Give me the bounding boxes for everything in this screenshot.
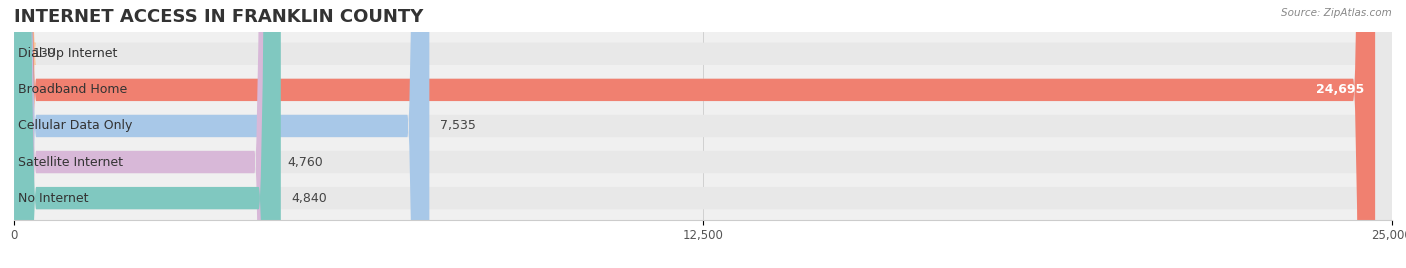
Text: Source: ZipAtlas.com: Source: ZipAtlas.com bbox=[1281, 8, 1392, 18]
Text: 4,840: 4,840 bbox=[292, 192, 328, 204]
FancyBboxPatch shape bbox=[14, 0, 1375, 268]
Text: No Internet: No Internet bbox=[18, 192, 89, 204]
FancyBboxPatch shape bbox=[14, 0, 1392, 268]
FancyBboxPatch shape bbox=[14, 0, 277, 268]
Text: 7,535: 7,535 bbox=[440, 120, 477, 132]
Text: Broadband Home: Broadband Home bbox=[18, 83, 128, 96]
Text: Dial-Up Internet: Dial-Up Internet bbox=[18, 47, 118, 60]
FancyBboxPatch shape bbox=[14, 0, 1392, 268]
Text: INTERNET ACCESS IN FRANKLIN COUNTY: INTERNET ACCESS IN FRANKLIN COUNTY bbox=[14, 8, 423, 26]
Text: 4,760: 4,760 bbox=[287, 155, 323, 169]
Text: Cellular Data Only: Cellular Data Only bbox=[18, 120, 132, 132]
FancyBboxPatch shape bbox=[14, 0, 281, 268]
Text: 139: 139 bbox=[32, 47, 56, 60]
FancyBboxPatch shape bbox=[14, 0, 1392, 268]
FancyBboxPatch shape bbox=[14, 0, 1392, 268]
Text: 24,695: 24,695 bbox=[1316, 83, 1364, 96]
FancyBboxPatch shape bbox=[14, 0, 429, 268]
FancyBboxPatch shape bbox=[0, 0, 37, 268]
FancyBboxPatch shape bbox=[14, 0, 1392, 268]
Text: Satellite Internet: Satellite Internet bbox=[18, 155, 124, 169]
